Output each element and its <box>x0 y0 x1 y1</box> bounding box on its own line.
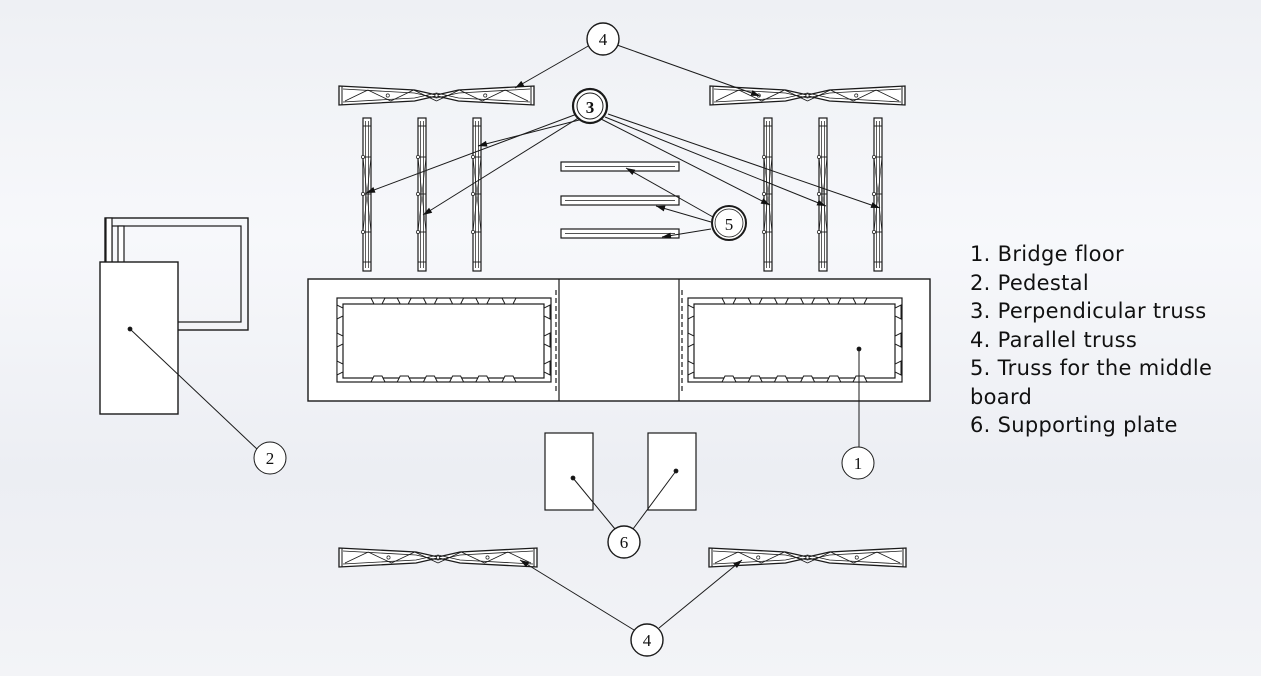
floor-bracket <box>825 375 842 383</box>
floor-bracket <box>448 375 465 383</box>
floor-bracket <box>370 375 386 383</box>
floor-bracket <box>336 360 344 376</box>
floor-bracket <box>825 297 842 305</box>
perpendicular-truss <box>471 117 482 272</box>
floor-bracket <box>543 360 551 376</box>
legend-item-bridge-floor: 1. Bridge floor <box>970 242 1124 266</box>
floor-bracket <box>894 304 902 320</box>
bridge-floor <box>307 278 931 402</box>
perpendicular-truss <box>361 117 372 272</box>
callout-1: 1 <box>841 446 875 480</box>
floor-bracket <box>687 332 695 348</box>
floor-bracket <box>852 297 868 305</box>
parallel-truss <box>338 85 535 106</box>
floor-bracket <box>422 297 439 305</box>
legend-item-perpendicular-truss: 3. Perpendicular truss <box>970 299 1207 323</box>
svg-text:1: 1 <box>854 454 863 473</box>
floor-bracket <box>799 375 816 383</box>
floor-bracket <box>773 297 790 305</box>
floor-bracket <box>687 304 695 320</box>
floor-bracket <box>501 375 517 383</box>
parallel-truss <box>338 547 538 568</box>
svg-text:3: 3 <box>586 98 595 117</box>
arrowhead <box>870 202 880 208</box>
arrowhead <box>656 205 666 212</box>
floor-bracket <box>422 375 439 383</box>
arrowhead <box>760 198 770 205</box>
floor-bracket <box>894 360 902 376</box>
callout-4-bottom: 4 <box>630 623 664 657</box>
floor-bracket <box>747 297 764 305</box>
legend-item-pedestal: 2. Pedestal <box>970 270 1089 295</box>
floor-bracket <box>773 375 790 383</box>
parallel-truss <box>708 547 907 568</box>
leader-lines <box>129 44 881 631</box>
floor-bracket <box>747 375 764 383</box>
floor-bracket <box>474 375 491 383</box>
floor-bracket <box>543 304 551 320</box>
arrowhead <box>816 199 826 206</box>
arrowhead <box>662 232 672 239</box>
legend: 1. Bridge floor 2. Pedestal 3. Perpendic… <box>970 240 1250 440</box>
legend-item-supporting-plate: 6. Supporting plate <box>970 413 1178 437</box>
floor-bracket <box>336 332 344 348</box>
floor-bracket <box>894 332 902 348</box>
legend-item-parallel-truss: 4. Parallel truss <box>970 327 1138 352</box>
arrowhead <box>423 207 433 215</box>
parallel-trusses <box>338 85 907 568</box>
svg-text:6: 6 <box>620 533 629 552</box>
perpendicular-truss <box>872 117 883 272</box>
arrowhead <box>478 140 488 147</box>
floor-bracket <box>370 297 386 305</box>
legend-item-middle-board-truss: 5. Truss for the middle board <box>970 356 1213 409</box>
floor-bracket <box>501 297 517 305</box>
middle-board-trusses <box>560 161 680 239</box>
floor-bracket <box>687 360 695 376</box>
floor-bracket <box>396 375 413 383</box>
floor-bracket <box>721 297 737 305</box>
floor-bracket <box>543 332 551 348</box>
callout-6: 6 <box>607 525 641 559</box>
arrowhead <box>750 90 760 96</box>
perpendicular-truss <box>416 117 427 272</box>
floor-bracket <box>448 297 465 305</box>
floor-bracket <box>336 304 344 320</box>
arrowhead <box>366 187 376 193</box>
floor-bracket <box>799 297 816 305</box>
svg-text:2: 2 <box>266 449 275 468</box>
perpendicular-trusses <box>361 117 883 272</box>
perpendicular-truss <box>762 117 773 272</box>
callout-4-top: 4 <box>586 22 620 56</box>
svg-text:5: 5 <box>725 215 734 234</box>
floor-bracket <box>396 297 413 305</box>
floor-bracket <box>721 375 737 383</box>
parallel-truss <box>709 85 906 106</box>
callout-5: 5 <box>711 205 747 241</box>
floor-bracket <box>474 297 491 305</box>
callout-2: 2 <box>253 441 287 475</box>
perpendicular-truss <box>817 117 828 272</box>
arrowhead <box>515 80 525 88</box>
supporting-plates <box>544 432 697 511</box>
svg-text:4: 4 <box>643 631 652 650</box>
arrowhead <box>626 168 636 176</box>
arrowhead <box>733 560 742 569</box>
svg-text:4: 4 <box>599 30 608 49</box>
pedestal <box>99 217 249 415</box>
arrowhead <box>520 560 530 568</box>
floor-bracket <box>852 375 868 383</box>
callout-3: 3 <box>571 87 609 125</box>
